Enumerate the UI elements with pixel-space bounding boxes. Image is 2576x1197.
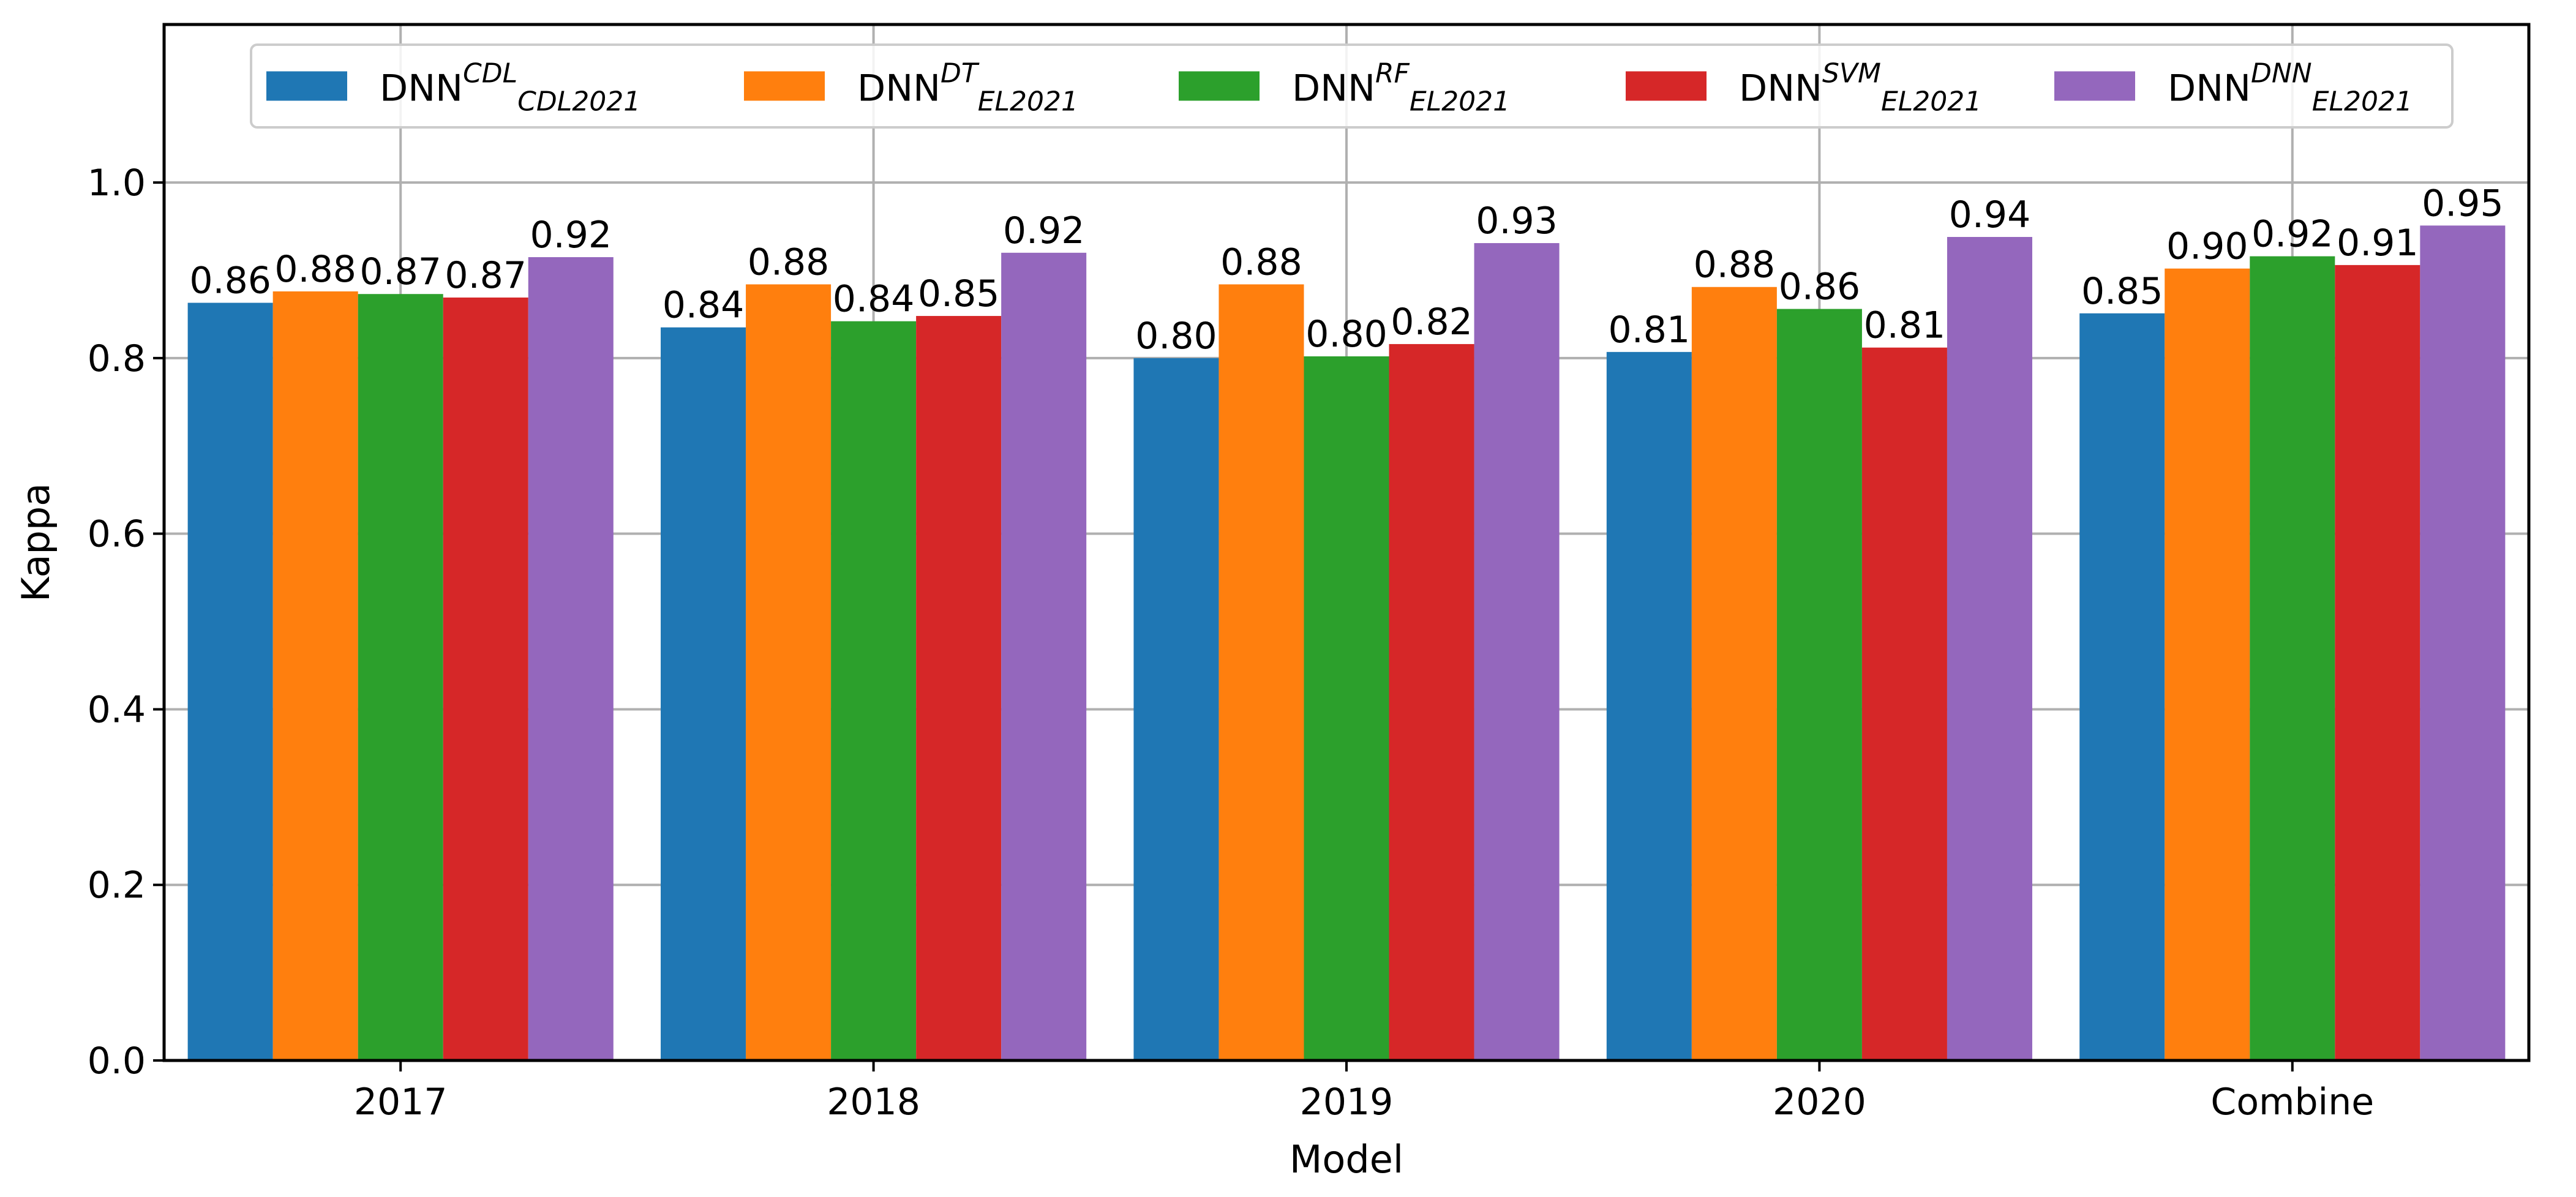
legend-label-superscript: DNN xyxy=(2251,58,2312,89)
bar-value-label: 0.88 xyxy=(748,241,830,283)
x-tick-label: 2018 xyxy=(827,1081,920,1124)
bar xyxy=(528,257,614,1061)
bar-value-label: 0.92 xyxy=(530,214,612,257)
bar-value-label: 0.85 xyxy=(918,272,1000,315)
legend-item: DNNSVMEL2021 xyxy=(1626,58,1981,118)
bar xyxy=(1606,351,1692,1061)
bar xyxy=(1474,243,1560,1061)
legend-label-subscript: EL2021 xyxy=(1881,86,1981,118)
y-tick-label: 0.6 xyxy=(88,513,146,556)
legend-box xyxy=(250,43,2454,129)
bar xyxy=(272,291,358,1061)
bar-value-label: 0.94 xyxy=(1949,193,2031,236)
bar-value-label: 0.84 xyxy=(833,278,915,321)
legend-label: DNNDNNEL2021 xyxy=(2168,58,2413,118)
y-tick-label: 0.0 xyxy=(88,1040,146,1083)
legend-label: DNNDTEL2021 xyxy=(857,58,1078,118)
legend-label-base: DNN xyxy=(1292,67,1375,110)
legend-item: DNNCDLCDL2021 xyxy=(266,58,640,118)
bar-value-label: 0.95 xyxy=(2422,182,2504,225)
bar xyxy=(1776,309,1862,1061)
bar-value-label: 0.86 xyxy=(189,260,271,302)
legend-label-base: DNN xyxy=(857,67,941,110)
legend-label-base: DNN xyxy=(2168,67,2251,110)
y-tick-label: 0.2 xyxy=(88,864,146,907)
y-tick-label: 1.0 xyxy=(88,162,146,205)
bar xyxy=(1691,287,1777,1060)
legend-swatch xyxy=(744,71,825,101)
bars xyxy=(187,225,2506,1061)
legend-swatch xyxy=(1626,71,1707,101)
bar xyxy=(2335,265,2420,1060)
bar-value-label: 0.82 xyxy=(1391,301,1473,343)
bar xyxy=(1947,237,2032,1060)
bar-value-label: 0.88 xyxy=(1220,241,1302,283)
bar xyxy=(1304,356,1389,1060)
legend-label-superscript: SVM xyxy=(1822,58,1881,89)
legend-label-superscript: CDL xyxy=(463,58,517,89)
legend-item: DNNDNNEL2021 xyxy=(2054,58,2413,118)
bar-value-label: 0.81 xyxy=(1609,309,1691,351)
legend-label-base: DNN xyxy=(380,67,463,110)
y-tick-label: 0.4 xyxy=(88,688,146,731)
bar xyxy=(2420,225,2506,1061)
legend-label-subscript: EL2021 xyxy=(2312,86,2413,118)
x-axis-label: Model xyxy=(1290,1137,1403,1182)
legend-label-subscript: EL2021 xyxy=(978,86,1078,118)
bar-value-label: 0.85 xyxy=(2081,270,2163,313)
y-tick-label: 0.8 xyxy=(88,337,146,380)
bar xyxy=(443,297,528,1060)
bar xyxy=(1389,343,1474,1060)
legend-swatch xyxy=(1179,71,1260,101)
data-labels: 0.86 0.84 0.80 0.81 0.85 0.88 0.88 0.88 0.88 0.90… xyxy=(189,182,2503,358)
bar-value-label: 0.92 xyxy=(2251,213,2334,256)
legend-label: DNNSVMEL2021 xyxy=(1739,58,1981,118)
bar xyxy=(2250,256,2335,1060)
bar xyxy=(916,316,1002,1061)
bar-value-label: 0.88 xyxy=(274,248,356,291)
bar-value-label: 0.87 xyxy=(445,254,527,297)
legend-label-superscript: DT xyxy=(941,58,980,89)
bar xyxy=(1219,284,1304,1061)
legend-swatch xyxy=(2054,71,2135,101)
x-tick-label: Combine xyxy=(2210,1081,2374,1124)
bar-value-label: 0.80 xyxy=(1135,315,1217,358)
bar xyxy=(187,302,273,1060)
bar-value-label: 0.81 xyxy=(1864,304,1946,347)
bar xyxy=(1001,252,1087,1060)
bar xyxy=(358,294,443,1060)
bar-value-label: 0.91 xyxy=(2337,222,2419,265)
legend-label-subscript: EL2021 xyxy=(1410,86,1510,118)
x-tick-label: 2017 xyxy=(354,1081,448,1124)
legend-label: DNNRFEL2021 xyxy=(1292,58,1510,118)
bar xyxy=(2079,313,2165,1060)
bar-value-label: 0.92 xyxy=(1003,209,1085,252)
legend-swatch xyxy=(266,71,347,101)
bar-value-label: 0.88 xyxy=(1694,244,1776,287)
legend-item: DNNRFEL2021 xyxy=(1179,58,1510,118)
x-tick-label: 2020 xyxy=(1773,1081,1866,1124)
bar xyxy=(1133,358,1219,1060)
bar-value-label: 0.84 xyxy=(663,284,745,327)
legend-label-base: DNN xyxy=(1739,67,1822,110)
legend-label-subscript: CDL2021 xyxy=(517,86,640,118)
bar xyxy=(746,284,832,1061)
legend-item: DNNDTEL2021 xyxy=(744,58,1078,118)
bar-value-label: 0.90 xyxy=(2166,225,2248,268)
bar xyxy=(2165,268,2250,1060)
legend: DNNCDLCDL2021 DNNDTEL2021 DNNRFEL2021 DNNSV… xyxy=(250,43,2454,129)
bar xyxy=(831,321,917,1060)
bar-value-label: 0.93 xyxy=(1476,200,1558,242)
bar-value-label: 0.86 xyxy=(1779,266,1861,309)
y-axis-label: Kappa xyxy=(13,483,58,602)
legend-label: DNNCDLCDL2021 xyxy=(380,58,640,118)
legend-label-superscript: RF xyxy=(1375,58,1410,89)
x-tick-label: 2019 xyxy=(1300,1081,1394,1124)
bar xyxy=(1861,347,1947,1060)
axis-ticks: 0.0 0.2 0.4 0.6 0.8 1.0 2017 2018 2019 2020 Combin… xyxy=(88,162,2375,1124)
bar-value-label: 0.80 xyxy=(1305,313,1388,356)
bar xyxy=(661,327,746,1061)
bar-value-label: 0.87 xyxy=(359,250,441,293)
